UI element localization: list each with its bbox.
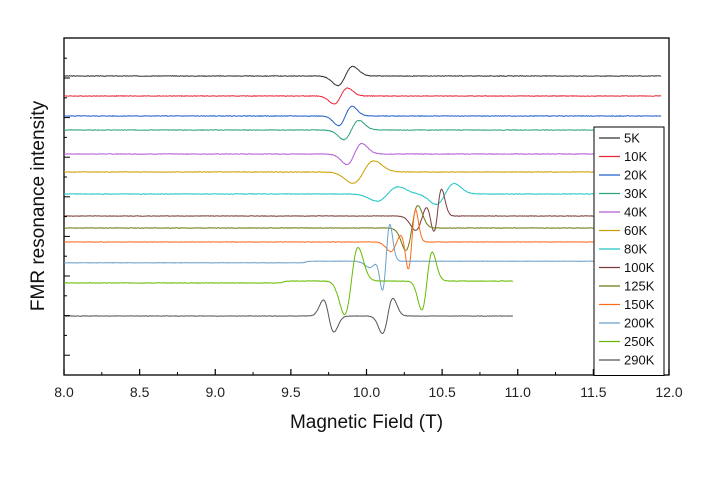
- series-line-250K: [63, 247, 514, 316]
- x-tick-label: 8.5: [130, 384, 150, 400]
- x-tick-label: 11.5: [580, 384, 606, 400]
- y-axis-ticks: [64, 57, 70, 376]
- series-line-30K: [63, 119, 594, 141]
- legend-label: 30K: [624, 186, 647, 201]
- legend-label: 250K: [624, 334, 655, 349]
- x-axis-title: Magnetic Field (T): [290, 412, 443, 433]
- series-layer: [63, 65, 662, 335]
- series-line-150K: [63, 208, 594, 270]
- legend: 5K 10K 20K 30K 40K 60K 80K 100K 125K 150K 200K 250K…: [593, 126, 665, 376]
- legend-label: 200K: [624, 316, 655, 331]
- x-tick-label: 12.0: [655, 384, 682, 400]
- legend-label: 125K: [624, 279, 655, 294]
- series-line-290K: [63, 298, 514, 335]
- series-line-100K: [63, 188, 594, 232]
- series-line-5K: [63, 65, 662, 87]
- legend-label: 20K: [624, 168, 647, 183]
- series-line-60K: [63, 160, 594, 184]
- legend-label: 10K: [624, 149, 647, 164]
- legend-box: [593, 126, 665, 376]
- legend-label: 60K: [624, 223, 647, 238]
- series-line-80K: [63, 182, 594, 206]
- x-axis-ticks: 8.0 8.5 9.0 9.5 10.0 10.5 11.0 11.5 12.0: [54, 369, 683, 400]
- plot-frame: [63, 37, 670, 376]
- legend-label: 150K: [624, 297, 655, 312]
- y-axis-title: FMR resonance intensity: [28, 100, 49, 311]
- x-tick-label: 10.5: [429, 384, 456, 400]
- x-tick-label: 9.0: [206, 384, 226, 400]
- series-line-10K: [63, 87, 662, 105]
- x-tick-label: 9.5: [281, 384, 301, 400]
- legend-label: 40K: [624, 205, 647, 220]
- x-tick-label: 10.0: [353, 384, 380, 400]
- series-line-125K: [63, 205, 594, 251]
- x-tick-label: 8.0: [54, 384, 74, 400]
- series-line-20K: [63, 105, 662, 127]
- legend-label: 5K: [624, 131, 640, 146]
- legend-label: 100K: [624, 260, 655, 275]
- legend-label: 290K: [624, 353, 655, 368]
- series-line-200K: [63, 223, 594, 291]
- legend-label: 80K: [624, 242, 647, 257]
- x-tick-label: 11.0: [505, 384, 531, 400]
- series-line-40K: [63, 142, 594, 165]
